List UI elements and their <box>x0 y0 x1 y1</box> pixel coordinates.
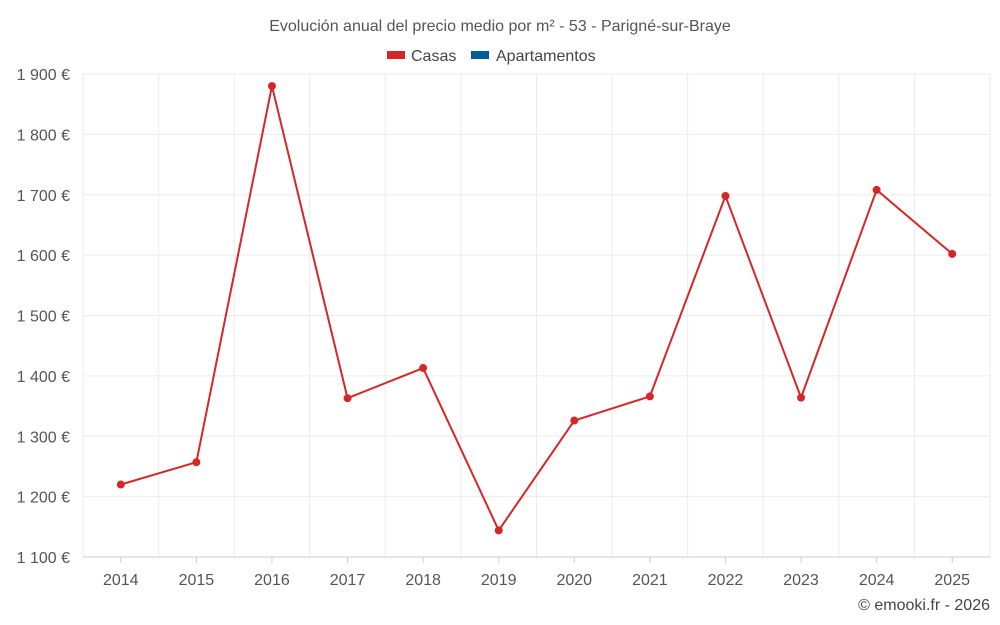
data-point-casas[interactable] <box>570 416 579 425</box>
data-point-casas[interactable] <box>948 249 957 258</box>
y-tick-label: 1 500 € <box>17 309 70 326</box>
data-point-casas[interactable] <box>872 185 881 194</box>
legend-swatch-apartamentos <box>471 51 489 59</box>
data-point-casas[interactable] <box>267 82 276 91</box>
x-tick-label: 2020 <box>556 572 592 589</box>
x-tick-label: 2018 <box>405 572 441 589</box>
y-tick-label: 1 800 € <box>17 127 70 144</box>
data-point-casas[interactable] <box>419 364 428 373</box>
x-tick-label: 2016 <box>254 572 290 589</box>
y-tick-label: 1 400 € <box>17 369 70 386</box>
x-axis: 2014 2015 2016 2017 2018 2019 2020 2021 2022 2023… <box>103 557 970 589</box>
x-tick-label: 2022 <box>708 572 744 589</box>
legend-swatch-casas <box>387 51 405 59</box>
y-tick-label: 1 700 € <box>17 188 70 205</box>
x-tick-label: 2021 <box>632 572 668 589</box>
chart-title: Evolución anual del precio medio por m² … <box>269 18 731 35</box>
x-tick-label: 2025 <box>934 572 970 589</box>
legend-label-apartamentos: Apartamentos <box>496 48 596 65</box>
y-tick-label: 1 100 € <box>17 550 70 567</box>
data-point-casas[interactable] <box>645 392 654 401</box>
grid <box>82 73 991 558</box>
y-tick-label: 1 900 € <box>17 67 70 84</box>
x-tick-label: 2015 <box>179 572 215 589</box>
y-tick-label: 1 600 € <box>17 248 70 265</box>
x-tick-label: 2024 <box>859 572 895 589</box>
x-tick-label: 2019 <box>481 572 517 589</box>
series-casas <box>116 82 957 535</box>
y-tick-label: 1 300 € <box>17 429 70 446</box>
legend: Casas Apartamentos <box>387 48 596 65</box>
data-point-casas[interactable] <box>343 394 352 403</box>
data-point-casas[interactable] <box>721 191 730 200</box>
x-tick-label: 2023 <box>783 572 819 589</box>
series-line-casas <box>120 85 953 532</box>
data-point-casas[interactable] <box>192 458 201 467</box>
x-tick-label: 2014 <box>103 572 139 589</box>
data-point-casas[interactable] <box>494 526 503 535</box>
legend-label-casas: Casas <box>411 48 456 65</box>
credit: © emooki.fr - 2026 <box>858 597 990 614</box>
legend-item-apartamentos[interactable]: Apartamentos <box>471 48 596 65</box>
x-tick-label: 2017 <box>330 572 366 589</box>
data-point-casas[interactable] <box>797 393 806 402</box>
data-point-casas[interactable] <box>116 480 125 489</box>
y-axis: 1 100 € 1 200 € 1 300 € 1 400 € 1 500 € 1 600… <box>17 67 70 567</box>
y-tick-label: 1 200 € <box>17 490 70 507</box>
legend-item-casas[interactable]: Casas <box>387 48 456 65</box>
